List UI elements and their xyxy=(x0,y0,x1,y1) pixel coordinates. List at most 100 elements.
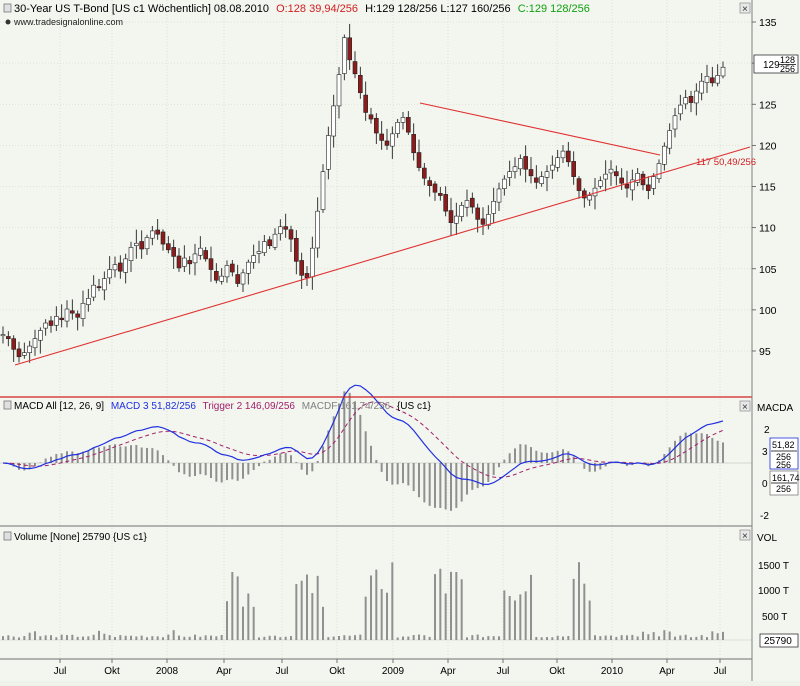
candle-up xyxy=(630,179,635,191)
time-axis-label: Apr xyxy=(216,666,232,677)
time-axis-label: 2009 xyxy=(382,666,405,677)
candle-up xyxy=(715,75,720,84)
candle-up xyxy=(496,188,502,203)
macd-legend-swatch xyxy=(3,400,12,410)
price-high-low: H:129 128/256 L:127 160/256 xyxy=(365,3,511,15)
candle-down xyxy=(624,183,630,189)
candle-down xyxy=(416,152,422,168)
candle-up xyxy=(0,334,6,337)
candle-up xyxy=(224,265,230,278)
candle-up xyxy=(128,247,134,261)
candle-down xyxy=(528,169,534,177)
last-price-whole: 129 xyxy=(763,60,780,71)
candle-up xyxy=(694,90,699,104)
macdf-tag-den: 256 xyxy=(776,484,791,494)
candle-up xyxy=(395,122,400,134)
candle-up xyxy=(507,171,512,178)
candle-down xyxy=(475,207,480,220)
candle-up xyxy=(91,284,96,298)
macd-tag-num: 51,82 xyxy=(772,440,795,450)
candle-up xyxy=(518,158,523,170)
price-close: C:129 128/256 xyxy=(518,3,590,15)
last-price-den: 256 xyxy=(780,64,795,74)
candle-down xyxy=(288,229,294,240)
candle-up xyxy=(251,255,256,263)
macd-header: MACD All [12, 26, 9] MACD 3 51,82/256 Tr… xyxy=(14,401,432,412)
price-axis-label: 135 xyxy=(759,17,777,29)
candle-up xyxy=(342,37,347,74)
watermark-dot-icon xyxy=(5,19,11,25)
candle-up xyxy=(603,173,608,180)
price-axis-label: 125 xyxy=(759,99,777,111)
price-panel[interactable] xyxy=(0,0,800,397)
candle-up xyxy=(544,171,550,178)
candle-up xyxy=(192,253,198,264)
candle-down xyxy=(576,178,582,191)
candle-down xyxy=(155,229,160,235)
candle-down xyxy=(582,190,587,199)
macdf-tag-whole: 0 xyxy=(762,479,768,490)
last-price-num: 128 xyxy=(780,55,795,65)
volume-bars xyxy=(0,562,752,641)
candle-down xyxy=(16,348,22,358)
macdf-tag-num: 161,74 xyxy=(772,473,800,483)
candle-up xyxy=(459,205,464,217)
macd-axis-2: 2 xyxy=(764,425,770,436)
volume-header: Volume [None] 25790 {US c1} xyxy=(14,532,148,543)
candle-up xyxy=(550,164,555,171)
volume-axis-500: 500 T xyxy=(762,612,787,623)
candle-up xyxy=(678,104,683,115)
close-icon: × xyxy=(742,4,748,15)
support-trendline xyxy=(14,146,751,366)
price-panel-close-button[interactable]: × xyxy=(739,2,751,15)
candle-down xyxy=(304,273,310,279)
candle-down xyxy=(571,161,576,177)
candle-up xyxy=(310,247,315,278)
candle-up xyxy=(240,272,246,285)
candle-down xyxy=(187,260,192,265)
candle-up xyxy=(598,180,603,187)
volume-last-value: 25790 xyxy=(764,636,792,647)
macd-axis-name: MACDA xyxy=(757,403,793,414)
price-legend-swatch xyxy=(3,3,12,13)
volume-panel-close-button[interactable]: × xyxy=(739,529,751,542)
volume-value-tag: 25790 xyxy=(759,633,799,648)
macd-panel-close-button[interactable]: × xyxy=(739,400,751,413)
candle-down xyxy=(688,95,694,103)
time-axis-label: 2008 xyxy=(156,666,179,677)
candle-up xyxy=(454,215,459,224)
volume-legend-swatch xyxy=(3,531,12,541)
candle-down xyxy=(470,197,475,208)
time-axis-label: 2010 xyxy=(601,666,624,677)
candle-down xyxy=(619,177,624,184)
candle-down xyxy=(294,238,299,262)
candle-down xyxy=(160,231,166,245)
candle-up xyxy=(219,275,224,282)
candle-up xyxy=(272,233,278,248)
price-axis-label: 95 xyxy=(759,346,771,358)
candle-up xyxy=(123,258,128,273)
candle-up xyxy=(667,130,672,149)
trigger-value: Trigger 2 146,09/256 xyxy=(203,401,296,412)
candle-down xyxy=(411,134,416,154)
candle-up xyxy=(699,80,704,94)
candle-up xyxy=(720,66,726,77)
candle-up xyxy=(262,241,267,253)
candle-down xyxy=(427,180,432,186)
candle-down xyxy=(358,74,363,94)
candle-up xyxy=(278,226,283,235)
candle-down xyxy=(438,193,443,196)
macd-tag-den: 256 xyxy=(776,452,791,462)
candle-up xyxy=(80,302,86,319)
last-price-tag: 129 128 256 xyxy=(753,54,799,74)
candle-up xyxy=(54,316,59,326)
candle-down xyxy=(523,156,528,170)
candle-down xyxy=(176,255,182,269)
candle-up xyxy=(198,247,203,256)
candle-up xyxy=(326,135,331,170)
candle-up xyxy=(539,176,544,184)
candle-down xyxy=(368,114,374,120)
candle-down xyxy=(208,258,214,270)
